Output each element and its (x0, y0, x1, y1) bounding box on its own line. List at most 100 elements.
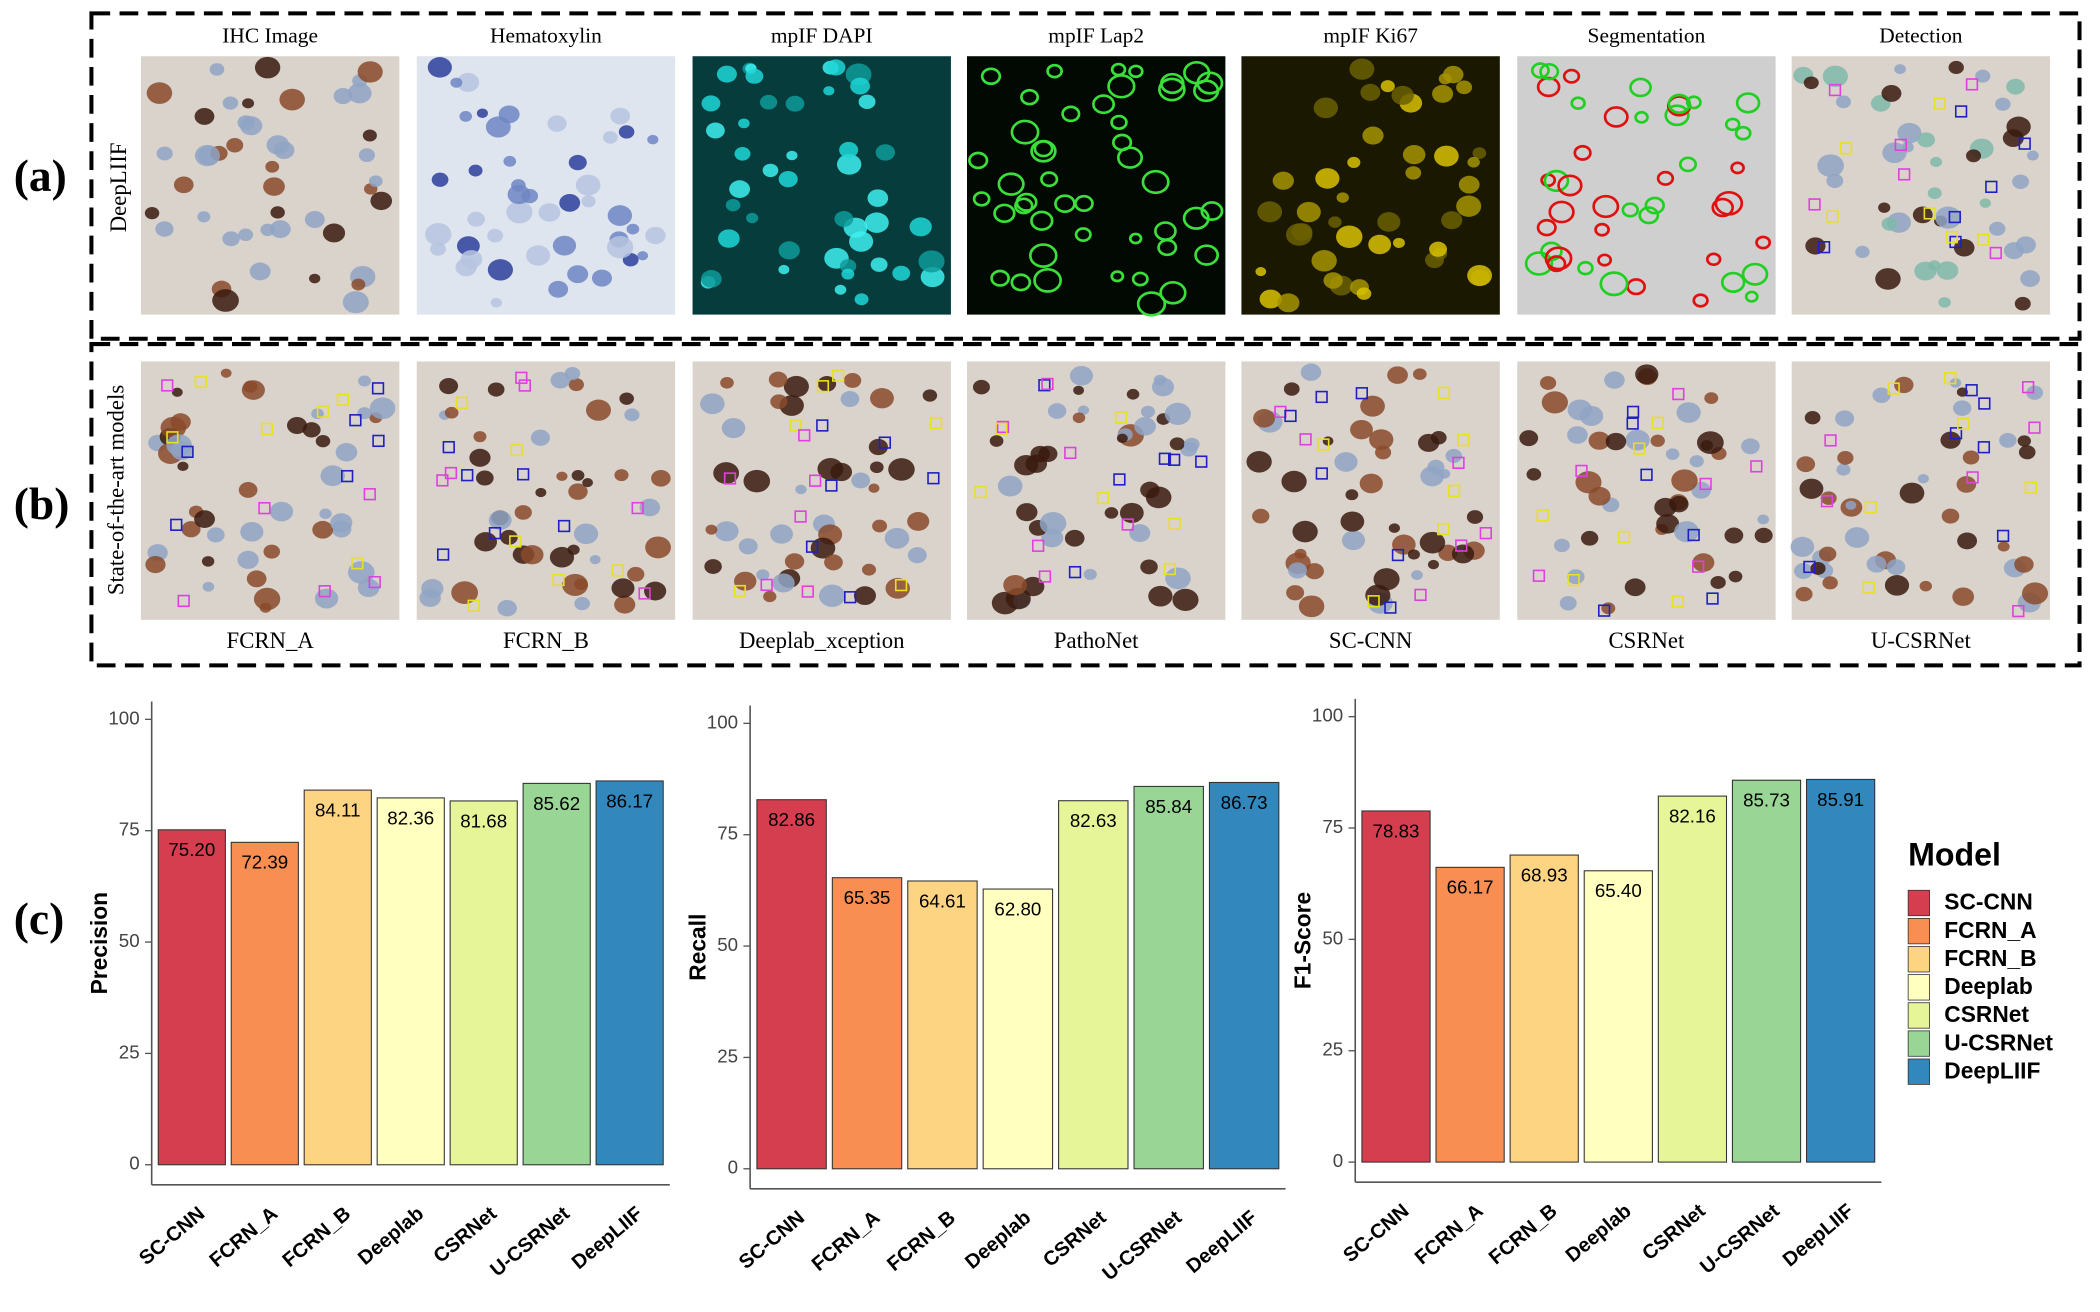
cell (1418, 433, 1440, 452)
cell (582, 478, 593, 488)
cell (358, 375, 371, 387)
detection-box (789, 419, 802, 432)
bar (1058, 800, 1129, 1170)
cell (1665, 448, 1680, 460)
value-label: 78.83 (1373, 820, 1420, 841)
cell (347, 83, 372, 104)
cell (456, 72, 480, 92)
y-tick-label: 50 (1322, 927, 1343, 948)
cell (1407, 549, 1420, 560)
detection-box (351, 557, 364, 570)
cell (1003, 574, 1028, 596)
cell (993, 203, 1016, 224)
cell (238, 228, 254, 242)
detection-box (801, 585, 814, 598)
cell (980, 67, 1002, 86)
cell (240, 521, 264, 542)
cell (459, 111, 473, 122)
cell (909, 217, 932, 237)
x-tick-label: Deeplab (1562, 1200, 1636, 1267)
detection-box (177, 594, 190, 608)
cell (1822, 65, 1848, 88)
cell (1917, 132, 1935, 148)
cell (1536, 218, 1557, 237)
cell (1530, 62, 1550, 79)
detection-box (1163, 562, 1176, 576)
detection-box (1626, 405, 1640, 419)
cell (745, 68, 764, 84)
cell (1711, 197, 1734, 218)
y-tick-label: 100 (707, 711, 738, 732)
cell (1671, 469, 1698, 492)
cell (1755, 235, 1772, 250)
cell (1948, 60, 1964, 74)
detection-box (1706, 592, 1719, 605)
detection-box (1672, 387, 1685, 401)
cell (823, 86, 835, 96)
detection-box (1455, 539, 1468, 552)
cell (1866, 555, 1887, 573)
detection-box (1575, 464, 1588, 478)
cell (155, 221, 174, 237)
cell (1689, 455, 1704, 468)
cell (1573, 144, 1592, 161)
cell (1182, 206, 1210, 230)
cell (716, 65, 737, 83)
cell (1644, 196, 1665, 215)
cell (1855, 245, 1870, 259)
image-title: mpIF DAPI (771, 23, 873, 47)
detection-box (442, 440, 455, 454)
detection-box (1640, 468, 1653, 481)
cell (369, 397, 396, 420)
cell (330, 513, 353, 533)
cell (181, 521, 201, 538)
image-caption: U-CSRNet (1871, 628, 1972, 653)
cell (581, 195, 596, 208)
cell (1539, 62, 1560, 81)
cell (1148, 585, 1173, 607)
detection-box (2012, 604, 2025, 618)
detection-box (488, 526, 502, 540)
cell (1664, 104, 1690, 127)
cell (1754, 527, 1773, 544)
detection-box (1954, 105, 1968, 118)
cell (884, 527, 910, 549)
cell (2015, 236, 2036, 254)
detection-box (794, 510, 807, 523)
bar (1731, 779, 1802, 1163)
cell (1650, 434, 1665, 447)
cell (920, 266, 945, 288)
cell (1705, 252, 1722, 267)
cell (624, 408, 640, 422)
detection-box (2021, 381, 2035, 394)
bar (1509, 854, 1579, 1163)
cell (487, 259, 513, 281)
cell (1881, 84, 1902, 102)
cell (1380, 80, 1395, 93)
cell (1046, 63, 1063, 79)
detection-box (1820, 495, 1834, 508)
cell (1360, 395, 1385, 417)
x-tick-label: CSRNet (430, 1202, 502, 1267)
cell (1458, 175, 1480, 194)
detection-box (1626, 417, 1639, 430)
cell (1419, 531, 1446, 554)
cell (700, 393, 725, 415)
cell (647, 134, 659, 145)
cell (451, 581, 479, 605)
value-label: 85.91 (1817, 789, 1864, 810)
cell (1334, 452, 1358, 472)
cell (1072, 412, 1086, 424)
detection-box (825, 479, 838, 492)
cell (786, 150, 798, 161)
cell (830, 462, 853, 482)
cell (1724, 117, 1741, 132)
cell (1028, 243, 1058, 268)
image-caption: CSRNet (1608, 628, 1685, 653)
cell (721, 418, 746, 439)
cell (1894, 64, 1906, 75)
cell (194, 108, 215, 125)
cell (972, 379, 990, 395)
cell (269, 220, 291, 239)
